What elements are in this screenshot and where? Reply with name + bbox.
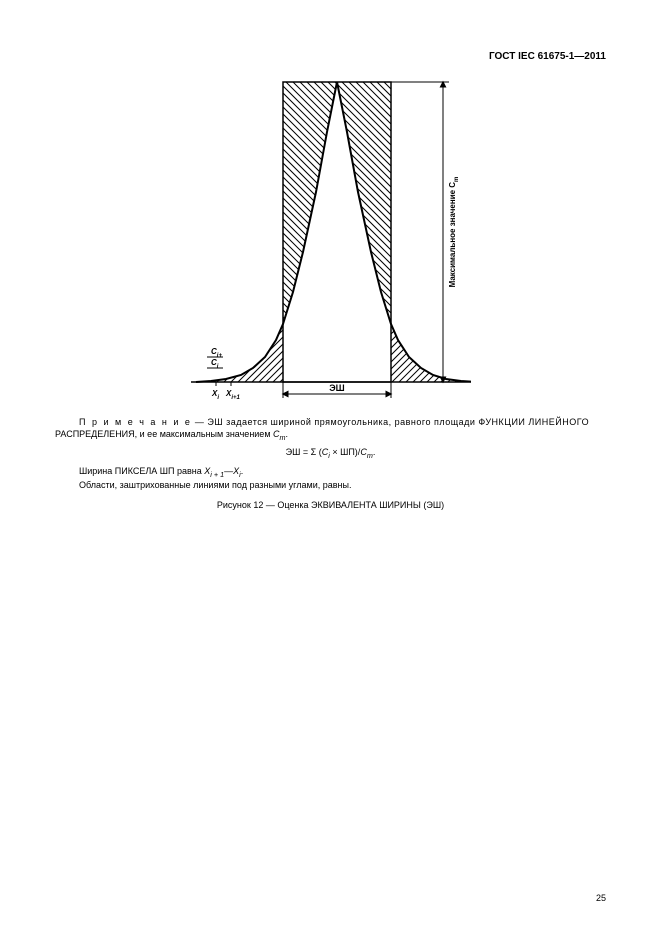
figure-caption: Рисунок 12 — Оценка ЭКВИВАЛЕНТА ШИРИНЫ (… <box>55 499 606 511</box>
note-body1: — ЭШ задается шириной прямоугольника, ра… <box>192 417 589 427</box>
formula: ЭШ = Σ (Ci × ШП)/Cm. <box>55 446 606 461</box>
note-line-2: РАСПРЕДЕЛЕНИЯ, и ее максимальным значени… <box>55 428 606 443</box>
header-title: ГОСТ IEC 61675-1—2011 <box>55 50 606 64</box>
note-line-1: П р и м е ч а н и е — ЭШ задается ширино… <box>55 416 606 428</box>
svg-text:Максимальное значение Cm: Максимальное значение Cm <box>448 176 460 287</box>
figure-container: Максимальное значение CmЭШCi+CiXiXi+1 <box>55 72 606 410</box>
hatch-area-line: Области, заштрихованные линиями под разн… <box>55 479 606 491</box>
svg-text:Xi: Xi <box>211 389 219 401</box>
svg-text:Xi+1: Xi+1 <box>225 389 241 401</box>
svg-text:ЭШ: ЭШ <box>329 383 344 393</box>
note-lead: П р и м е ч а н и е <box>79 417 192 427</box>
pixel-width-line: Ширина ПИКСЕЛА ШП равна Xi + 1—Xi. <box>55 465 606 480</box>
document-page: ГОСТ IEC 61675-1—2011 Максимальное значе… <box>0 0 661 936</box>
page-number: 25 <box>596 892 606 904</box>
equivalent-width-diagram: Максимальное значение CmЭШCi+CiXiXi+1 <box>191 72 471 407</box>
